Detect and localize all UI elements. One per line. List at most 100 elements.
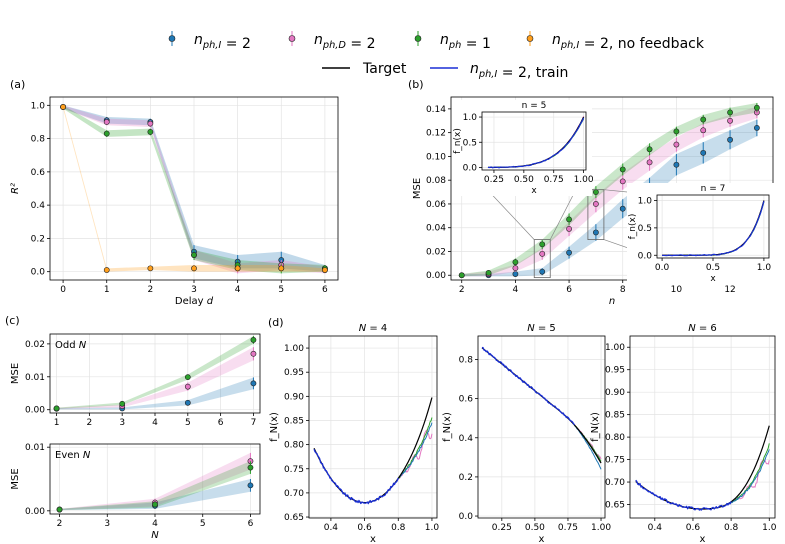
data-point (727, 117, 733, 124)
label-part: = 2, no feedback (579, 36, 705, 52)
zoom-box (533, 239, 551, 279)
data-point (673, 161, 680, 168)
x-tick-label: 0.50 (514, 175, 534, 185)
label-symbol: n (552, 32, 561, 48)
x-tick-label: 3 (119, 418, 125, 428)
train-line (313, 449, 399, 505)
x-tick-label: 0.6 (357, 523, 372, 533)
x-tick-label: 0.8 (391, 523, 406, 533)
inner-label-word: Odd (55, 340, 79, 351)
x-axis-label: n (609, 296, 615, 307)
subplot-title: N = 4 (359, 323, 388, 334)
y-tick-label: 0.80 (284, 441, 304, 451)
inner-label: Odd N (55, 340, 87, 351)
y-tick-label: 0.01 (25, 373, 45, 383)
data-point (278, 265, 285, 272)
data-point (646, 159, 653, 166)
x-axis-label: x (700, 534, 706, 544)
data-point (619, 166, 626, 173)
data-point (700, 149, 707, 156)
data-point (539, 241, 546, 248)
data-point (119, 400, 126, 407)
x-tick-label: 0 (60, 285, 66, 295)
x-tick-label: 0.4 (648, 523, 663, 533)
y-tick-label: 0.6 (31, 168, 46, 178)
data-point (152, 501, 158, 508)
inset-train-line (662, 201, 765, 257)
data-point (512, 265, 519, 272)
x-axis-label-symbol: d (207, 296, 214, 307)
panel-a-label: (a) (10, 78, 25, 91)
label-part: f_N(x) (269, 412, 280, 442)
x-axis-label: N (151, 530, 159, 541)
inset-background (452, 100, 592, 196)
panel-d-frame (629, 335, 776, 519)
label-part: Target (362, 61, 407, 77)
y-axis-label-text: f_N(x) (442, 412, 453, 442)
x-tick-label: 6 (566, 285, 572, 295)
y-axis-label: f_N(x) (442, 412, 453, 442)
data-point (539, 250, 546, 257)
data-point (250, 380, 257, 387)
data-point (250, 350, 257, 357)
y-tick-label: 0.00 (25, 406, 45, 416)
label-part: f_n(x) (453, 128, 463, 154)
y-axis-label: R² (10, 183, 21, 194)
data-point (103, 130, 110, 137)
x-axis-label: x (539, 534, 545, 544)
data-point (566, 226, 572, 232)
data-point (673, 141, 680, 148)
x-tick-label: 2 (87, 418, 93, 428)
y-tick-label: 0.75 (284, 465, 304, 475)
label-part: = 2, train (497, 65, 568, 81)
data-point (53, 405, 60, 412)
label-part: MSE (10, 363, 21, 384)
inset-y-label: f_n(x) (628, 214, 638, 240)
target-line (481, 347, 602, 464)
data-point (322, 267, 328, 273)
y-tick-label: 0.95 (284, 368, 304, 378)
data-point (147, 120, 154, 127)
x-tick-label: 5 (200, 519, 206, 529)
label-part: MSE (10, 468, 21, 489)
inset-frame (481, 111, 587, 171)
y-tick-label: 1.0 (463, 113, 478, 123)
error-band (59, 461, 251, 511)
x-tick-label: 3 (104, 519, 110, 529)
y-axis-label-symbol: R² (10, 183, 21, 194)
legend-entry: nph,I = 2 (194, 32, 251, 52)
error-band (461, 119, 757, 277)
y-tick-label: 0.95 (605, 366, 625, 376)
legend-marker-icon (414, 35, 422, 42)
label-part: f_N(x) (442, 412, 453, 442)
panel-d-frame (477, 335, 606, 519)
y-tick-label: 1.0 (31, 101, 46, 111)
y-tick-label: 0.0 (638, 251, 653, 261)
data-point (147, 265, 154, 272)
inset-train-line (487, 117, 585, 169)
label-symbol: n (194, 32, 203, 48)
y-tick-label: 0.6 (459, 395, 474, 405)
data-point (593, 201, 599, 207)
y-tick-label: 0.02 (25, 340, 45, 350)
label-symbol: n (314, 32, 323, 48)
inner-label: Even N (55, 450, 91, 461)
data-point (191, 265, 197, 272)
data-point (539, 268, 546, 275)
x-tick-label: 0.75 (558, 523, 578, 533)
x-tick-label: 1 (104, 285, 110, 295)
data-point (512, 259, 519, 266)
legend-marker-icon (526, 35, 534, 42)
data-point (754, 124, 760, 131)
inner-label-symbol: N (79, 340, 87, 351)
label-part: = 2 (346, 36, 376, 52)
x-tick-label: 1.0 (757, 263, 772, 273)
y-tick-label: 0.70 (284, 489, 304, 499)
x-tick-label: 8 (620, 285, 626, 295)
y-axis-label-text: R² (10, 183, 21, 194)
data-point (103, 119, 110, 125)
x-tick-label: 0.4 (324, 523, 339, 533)
label-part: f_N(x) (590, 412, 601, 442)
inset-y-label: f_n(x) (453, 128, 463, 154)
y-axis-label-text: f_N(x) (269, 412, 280, 442)
